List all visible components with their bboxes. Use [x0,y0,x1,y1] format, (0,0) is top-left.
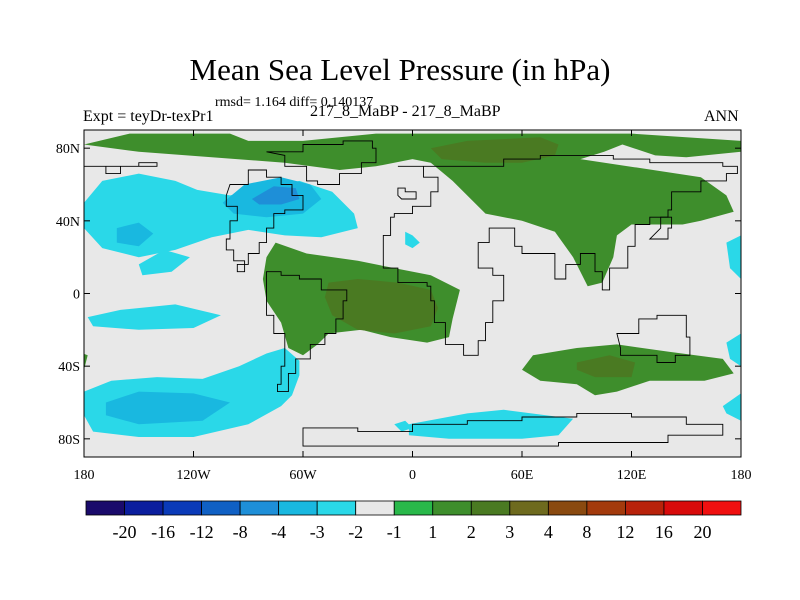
region-19 [430,137,559,163]
colorbar-label-13: 12 [616,522,634,542]
colorbar-swatch-12 [547,500,588,516]
page-title: Mean Sea Level Pressure (in hPa) [189,52,611,87]
y-tick-label-2: 0 [73,288,80,303]
colorbar-swatch-6 [316,500,357,516]
coastline-3 [382,154,738,356]
coastlines [84,140,738,447]
colorbar-swatch-1 [124,500,164,516]
experiment-label: Expt = teyDr-texPr1 [83,108,214,125]
y-tick-label-3: 40S [58,360,80,375]
colorbar-label-12: 8 [582,522,591,542]
colorbar-label-1: -16 [151,522,175,542]
colorbar-label-11: 4 [544,522,553,542]
region-13 [394,420,413,432]
coastline-1 [225,169,304,273]
contour-regions [84,133,741,439]
colorbar-swatch-5 [278,500,318,516]
colorbar-label-4: -4 [271,522,286,542]
colorbar-swatch-4 [239,500,280,516]
colorbar-swatch-13 [586,500,626,516]
colorbar-swatch-14 [625,500,665,516]
colorbar-swatch-8 [393,500,434,516]
region-5 [405,231,420,249]
coastline-8 [397,187,417,200]
x-tick-label-3: 0 [409,468,416,483]
colorbar-label-0: -20 [113,522,137,542]
x-tick-label-0: 180 [74,468,95,483]
y-tick-label-0: 80N [56,142,80,157]
x-tick-label-6: 180 [731,468,752,483]
coastline-5 [302,412,724,447]
colorbar-label-7: -1 [387,522,402,542]
colorbar-swatch-16 [702,500,742,516]
axis-ticks: 180 120W 60W 0 60E 120E 180 80N 40N 0 40S 80S [56,130,752,483]
colorbar-label-2: -12 [190,522,214,542]
region-8 [105,391,230,425]
colorbar-label-6: -2 [348,522,363,542]
colorbar-swatch-7 [355,500,395,516]
region-15 [84,133,741,287]
x-tick-label-2: 60W [289,468,317,483]
colorbar-swatch-11 [509,500,549,516]
region-1 [116,222,154,247]
coastline-4 [616,314,691,363]
region-10 [726,333,741,367]
region-11 [722,393,741,421]
x-tick-label-5: 120E [617,468,647,483]
y-tick-label-4: 80S [58,433,80,448]
coastline-7 [648,216,673,240]
colorbar-label-9: 2 [467,522,476,542]
region-6 [87,304,221,330]
region-20 [576,355,636,378]
case-label: 217_8_MaBP - 217_8_MaBP [310,103,501,120]
colorbar-label-8: 1 [428,522,437,542]
region-12 [726,235,741,279]
colorbar-label-5: -3 [310,522,325,542]
colorbar-swatch-10 [470,500,511,516]
region-18 [324,279,438,334]
colorbar-swatch-3 [201,500,241,516]
y-tick-label-1: 40N [56,215,80,230]
stats-label: rmsd= 1.164 diff= 0.140137 [215,95,374,110]
x-tick-label-1: 120W [176,468,211,483]
x-tick-label-4: 60E [511,468,534,483]
season-label: ANN [704,108,739,125]
region-3 [251,186,300,205]
colorbar-swatch-0 [85,500,125,516]
colorbar-label-14: 16 [655,522,673,542]
region-4 [138,249,190,276]
colorbar-swatch-15 [663,500,703,516]
coastline-0 [266,140,377,185]
coastline-2 [266,271,348,393]
coastline-6 [84,162,158,175]
colorbar-swatch-2 [162,500,202,516]
colorbar-label-15: 20 [694,522,712,542]
colorbar-swatch-9 [432,500,472,516]
colorbar: -20 -16 -12 -8 -4 -3 -2 -1 1 2 3 4 8 12 16 20 [85,500,742,542]
colorbar-label-3: -8 [233,522,248,542]
colorbar-label-10: 3 [505,522,514,542]
